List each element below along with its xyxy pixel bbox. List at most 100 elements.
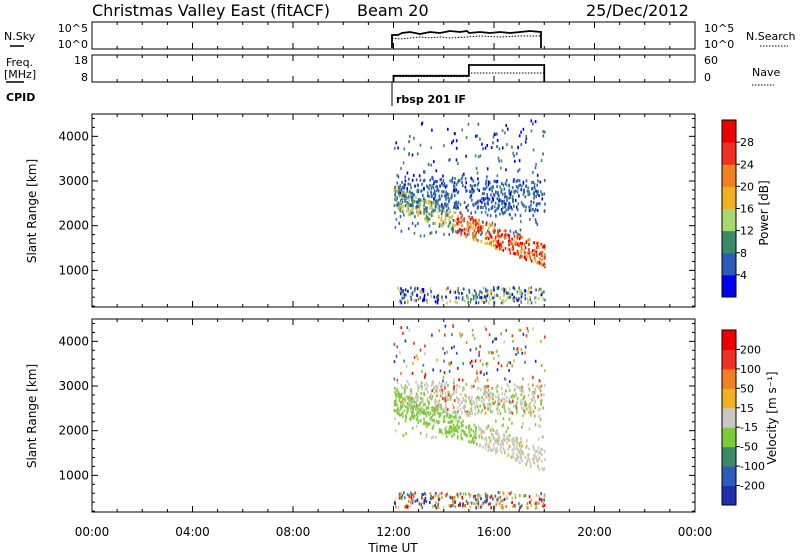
data-cell xyxy=(518,450,520,454)
data-cell xyxy=(436,385,438,389)
data-cell xyxy=(396,181,399,185)
data-cell xyxy=(486,213,489,217)
data-cell xyxy=(459,332,461,335)
data-cell xyxy=(518,194,520,198)
data-cell xyxy=(427,292,429,296)
data-cell xyxy=(469,493,472,497)
data-cell xyxy=(430,186,433,190)
data-cell xyxy=(517,202,520,206)
data-cell xyxy=(411,426,414,430)
data-cell xyxy=(481,291,483,295)
data-cell xyxy=(493,356,495,360)
data-cell xyxy=(404,384,407,388)
data-cell xyxy=(396,196,399,200)
data-cell xyxy=(394,225,397,229)
data-cell xyxy=(433,493,436,497)
data-cell xyxy=(446,398,448,402)
data-cell xyxy=(394,193,396,197)
data-cell xyxy=(433,391,436,395)
data-cell xyxy=(519,456,522,460)
data-cell xyxy=(442,408,444,412)
data-cell xyxy=(486,496,489,500)
data-cell xyxy=(489,427,491,431)
data-cell xyxy=(410,295,412,299)
data-cell xyxy=(467,203,469,207)
data-cell xyxy=(416,152,419,156)
data-cell xyxy=(532,458,534,462)
data-cell xyxy=(540,364,543,368)
data-cell xyxy=(488,197,491,201)
data-cell xyxy=(507,205,510,209)
data-cell xyxy=(498,204,501,208)
velocity-colorbar-label: Velocity [m s⁻¹] xyxy=(765,371,779,464)
data-cell xyxy=(530,203,532,207)
data-cell xyxy=(467,222,469,226)
data-cell xyxy=(532,180,535,184)
data-cell xyxy=(515,352,517,356)
data-cell xyxy=(465,189,467,193)
data-cell xyxy=(513,204,515,208)
data-cell xyxy=(504,195,507,199)
data-cell xyxy=(493,438,496,442)
data-cell xyxy=(398,193,401,197)
data-cell xyxy=(430,383,433,387)
data-cell xyxy=(396,409,398,413)
data-cell xyxy=(525,407,528,411)
data-cell xyxy=(513,383,516,387)
data-cell xyxy=(449,208,451,212)
data-cell xyxy=(457,411,460,415)
data-cell xyxy=(442,221,445,225)
data-cell xyxy=(399,215,402,219)
data-cell xyxy=(449,210,452,214)
data-cell xyxy=(543,262,546,266)
data-cell xyxy=(485,236,487,240)
data-cell xyxy=(499,185,501,189)
data-cell xyxy=(543,178,546,182)
data-cell xyxy=(450,215,453,219)
data-cell xyxy=(458,230,460,234)
data-cell xyxy=(515,401,518,405)
data-cell xyxy=(509,361,512,365)
data-cell xyxy=(448,428,450,432)
data-cell xyxy=(474,226,477,229)
data-cell xyxy=(396,388,398,392)
data-cell xyxy=(486,193,488,197)
data-cell xyxy=(523,394,525,398)
data-cell xyxy=(537,395,539,399)
data-cell xyxy=(415,299,417,303)
data-cell xyxy=(411,221,414,225)
data-cell xyxy=(454,300,457,304)
data-cell xyxy=(482,227,484,230)
data-cell xyxy=(446,184,448,188)
data-cell xyxy=(432,409,434,413)
data-cell xyxy=(475,400,478,404)
data-cell xyxy=(447,390,449,394)
data-cell xyxy=(462,362,465,366)
data-cell xyxy=(410,292,412,296)
data-cell xyxy=(529,295,531,299)
data-cell xyxy=(423,293,426,297)
data-cell xyxy=(517,249,519,253)
data-cell xyxy=(417,411,420,415)
data-cell xyxy=(455,390,458,394)
data-cell xyxy=(530,498,533,502)
data-cell xyxy=(458,291,460,295)
data-cell xyxy=(448,158,450,162)
data-cell xyxy=(530,301,533,305)
data-cell xyxy=(453,345,455,349)
data-cell xyxy=(453,500,456,503)
data-cell xyxy=(441,205,443,209)
data-cell xyxy=(451,178,453,182)
data-cell xyxy=(430,436,433,440)
data-cell xyxy=(488,436,491,440)
data-cell xyxy=(463,387,465,391)
data-cell xyxy=(471,187,473,191)
data-cell xyxy=(449,397,452,401)
data-cell xyxy=(443,419,446,423)
data-cell xyxy=(431,380,434,384)
data-cell xyxy=(426,298,428,302)
data-cell xyxy=(517,386,519,390)
data-cell xyxy=(540,159,543,163)
data-cell xyxy=(482,206,484,209)
data-cell xyxy=(511,195,514,199)
